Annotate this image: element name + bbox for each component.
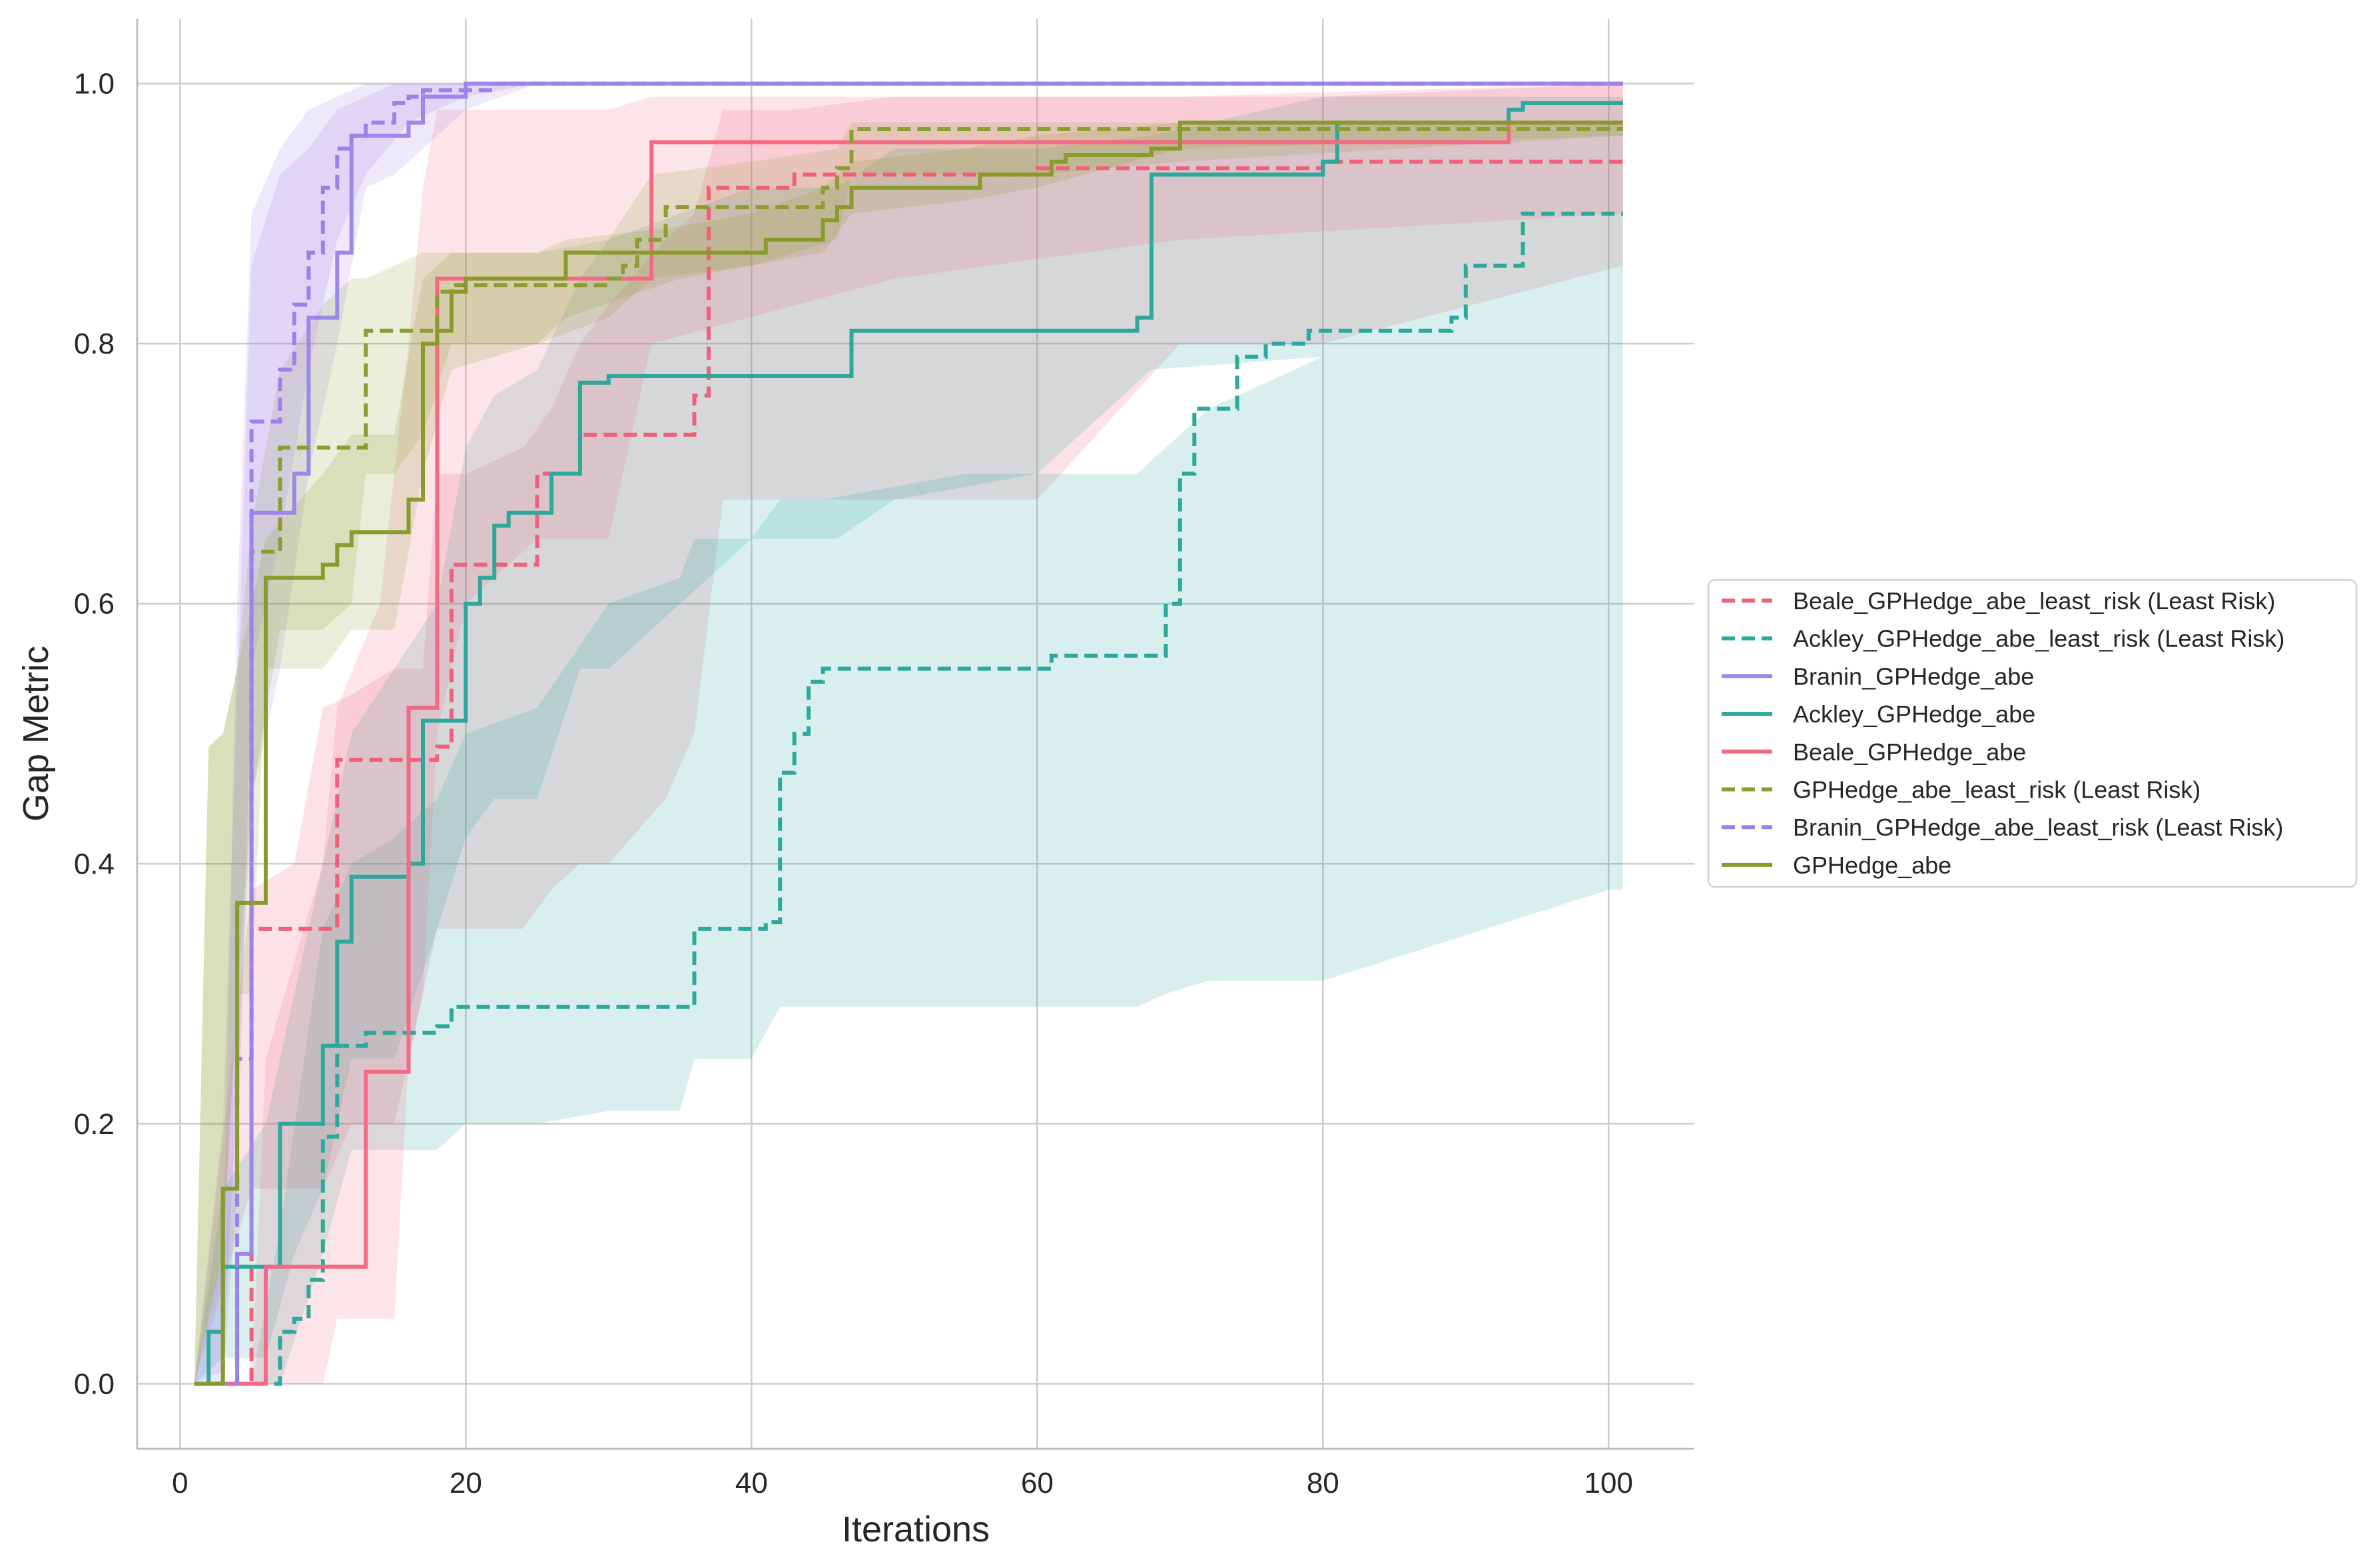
confidence-band (194, 97, 1623, 1384)
tick-labels: 0 20 40 60 80 100 0.0 0.2 0.4 0.6 0.8 1.0 (74, 68, 1633, 1499)
legend-label: Branin_GPHedge_abe (1793, 662, 2034, 690)
y-tick-label: 0.6 (74, 588, 115, 621)
series-lines (194, 81, 1623, 1386)
series-line (194, 101, 1623, 1386)
y-tick-label: 0.4 (74, 848, 115, 880)
legend-label: Beale_GPHedge_abe (1793, 738, 2026, 766)
series-line (194, 121, 1623, 1386)
series-line (194, 121, 1623, 1386)
series-line (194, 81, 1623, 1386)
confidence-band (194, 83, 1623, 1384)
y-tick-label: 1.0 (74, 68, 115, 101)
legend-label: Branin_GPHedge_abe_least_risk (Least Ris… (1793, 814, 2283, 841)
x-tick-label: 40 (735, 1467, 768, 1499)
y-tick-label: 0.0 (74, 1368, 115, 1400)
axes (136, 19, 1694, 1450)
series-line (194, 211, 1623, 1386)
legend-label: Ackley_GPHedge_abe_least_risk (Least Ris… (1793, 625, 2284, 653)
confidence-bands (194, 83, 1623, 1384)
x-tick-label: 20 (450, 1467, 482, 1499)
legend-label: Beale_GPHedge_abe_least_risk (Least Risk… (1793, 587, 2275, 615)
series-line (194, 81, 1623, 1386)
confidence-band (194, 83, 1623, 1384)
confidence-band (194, 83, 1623, 1384)
legend-label: GPHedge_abe_least_risk (Least Risk) (1793, 776, 2200, 804)
y-axis-title: Gap Metric (16, 646, 56, 822)
confidence-band (194, 83, 1623, 1384)
legend-label: GPHedge_abe (1793, 852, 1951, 879)
confidence-band (194, 356, 1623, 1384)
legend-frame (1707, 579, 2358, 888)
x-tick-label: 100 (1584, 1467, 1633, 1499)
x-tick-label: 80 (1307, 1467, 1339, 1499)
x-axis-title: Iterations (842, 1509, 990, 1549)
y-tick-label: 0.2 (74, 1108, 115, 1141)
grid-lines (137, 19, 1694, 1449)
x-tick-label: 60 (1021, 1467, 1054, 1499)
legend: Beale_GPHedge_abe_least_risk (Least Risk… (1707, 579, 2358, 888)
y-tick-label: 0.8 (74, 328, 115, 360)
x-tick-label: 0 (172, 1467, 188, 1499)
legend-label: Ackley_GPHedge_abe (1793, 700, 2035, 728)
